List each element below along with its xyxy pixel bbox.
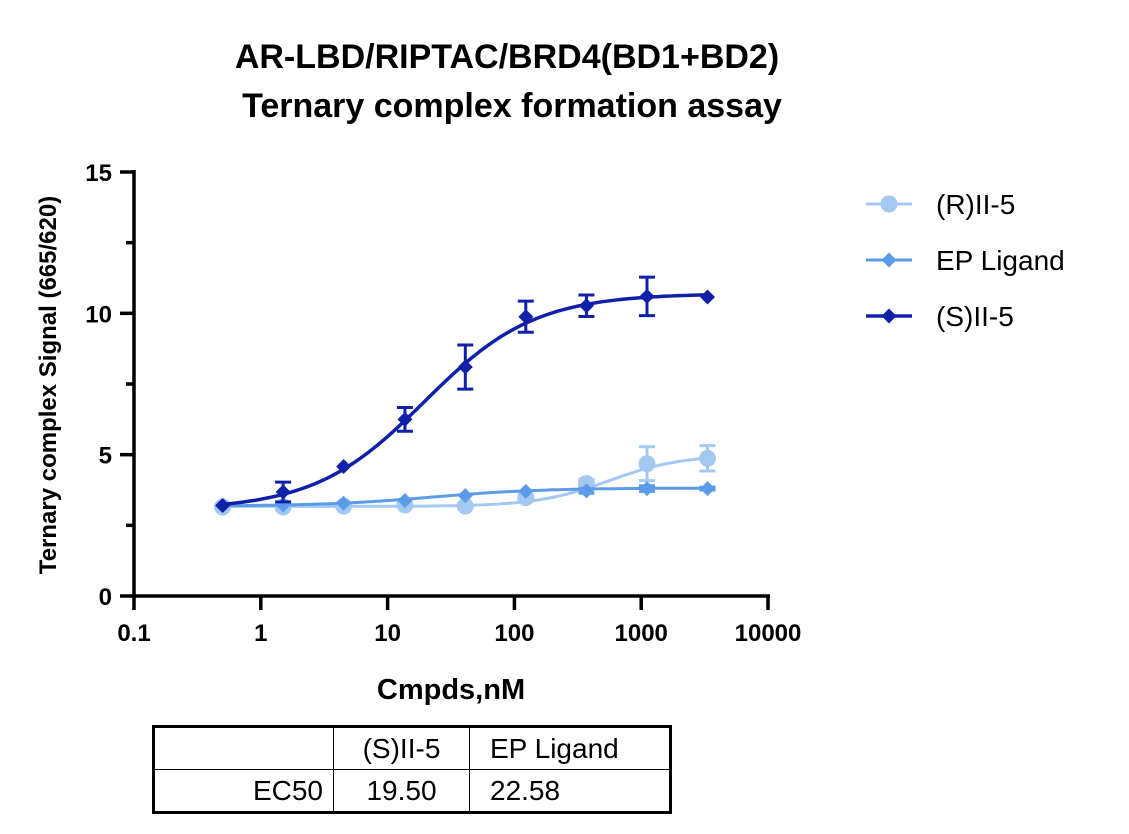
data-point xyxy=(397,411,413,427)
data-point xyxy=(578,483,594,499)
data-point xyxy=(215,498,231,514)
data-point xyxy=(698,449,716,467)
data-point xyxy=(457,488,473,504)
table-cell: 19.50 xyxy=(333,769,470,813)
series-s-ii-5 xyxy=(215,275,715,514)
x-tick-label: 1000 xyxy=(615,620,668,647)
data-point xyxy=(336,459,352,475)
legend-label: EP Ligand xyxy=(936,245,1065,276)
series-layer xyxy=(214,275,716,516)
chart-title-line-2: Ternary complex formation assay xyxy=(242,87,782,125)
data-point xyxy=(639,288,655,304)
data-point xyxy=(518,483,534,499)
data-point xyxy=(457,359,473,375)
data-point xyxy=(518,309,534,325)
table-header-cell: EP Ligand xyxy=(469,726,671,770)
data-point xyxy=(275,484,291,500)
data-point xyxy=(336,495,352,511)
x-tick-label: 1 xyxy=(254,620,267,647)
data-point xyxy=(456,497,474,515)
data-point xyxy=(578,298,594,314)
data-point xyxy=(699,481,715,497)
data-point xyxy=(397,492,413,508)
chart: AR-LBD/RIPTAC/BRD4(BD1+BD2) Ternary comp… xyxy=(35,38,1065,706)
y-axis-label: Ternary complex Signal (665/620) xyxy=(35,196,62,574)
table-header-cell xyxy=(153,726,334,770)
legend-label: (R)II-5 xyxy=(936,189,1015,220)
data-point xyxy=(699,289,715,305)
y-tick-label: 15 xyxy=(85,160,112,187)
y-tick-label: 10 xyxy=(85,301,112,328)
legend-item-ep-ligand: EP Ligand xyxy=(866,245,1065,276)
y-tick-label: 5 xyxy=(99,443,112,470)
x-tick-label: 10000 xyxy=(735,620,802,647)
legend: (R)II-5 EP Ligand (S)II-5 xyxy=(866,189,1065,332)
y-tick-label: 0 xyxy=(99,584,112,611)
x-tick-label: 100 xyxy=(494,620,534,647)
legend-marker xyxy=(880,195,898,213)
legend-item-s-ii-5: (S)II-5 xyxy=(866,301,1014,332)
table-cell: 22.58 xyxy=(469,769,671,813)
table-header-row: (S)II-5 EP Ligand xyxy=(153,726,671,770)
legend-label: (S)II-5 xyxy=(936,301,1014,332)
table-row: EC50 19.50 22.58 xyxy=(153,769,671,813)
axes: 0 5 10 15 0.1 1 10 100 1000 10000 xyxy=(85,160,801,647)
x-tick-label: 10 xyxy=(374,620,401,647)
legend-item-r-ii-5: (R)II-5 xyxy=(866,189,1015,220)
table-cell: EC50 xyxy=(153,769,334,813)
x-axis-label: Cmpds,nM xyxy=(377,674,525,706)
legend-marker xyxy=(881,308,897,324)
data-point xyxy=(639,481,655,497)
x-tick-label: 0.1 xyxy=(117,620,150,647)
ec50-table: (S)II-5 EP Ligand EC50 19.50 22.58 xyxy=(152,725,672,814)
data-point xyxy=(638,455,656,473)
table-header-cell: (S)II-5 xyxy=(333,726,470,770)
chart-title-line-1: AR-LBD/RIPTAC/BRD4(BD1+BD2) xyxy=(235,38,779,76)
legend-marker xyxy=(881,252,897,268)
